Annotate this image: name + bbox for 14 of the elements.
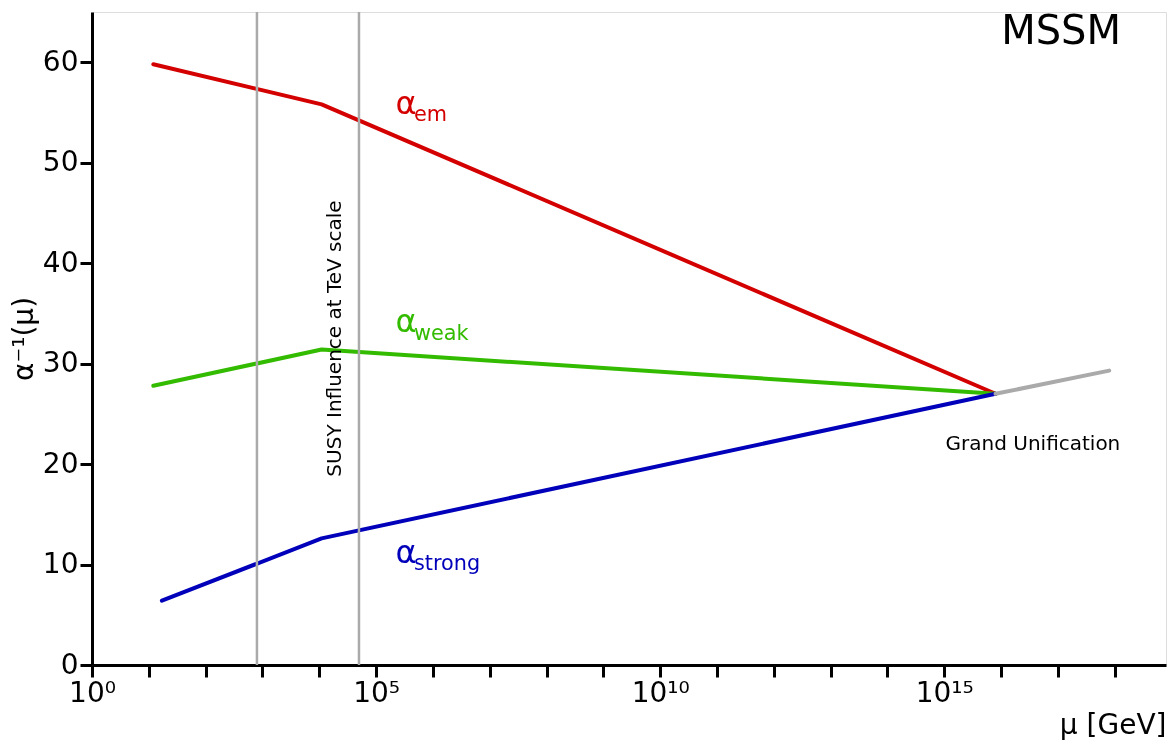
y-axis-title: α⁻¹(μ) bbox=[6, 296, 40, 382]
y-tick-label: 40 bbox=[42, 245, 79, 279]
y-tick-label: 20 bbox=[42, 446, 79, 480]
y-tick-label: 60 bbox=[42, 44, 79, 78]
annotation: Grand Unification bbox=[945, 430, 1121, 455]
y-tick-label: 30 bbox=[42, 346, 79, 380]
annotation: MSSM bbox=[1001, 7, 1121, 53]
y-tick-label: 50 bbox=[42, 145, 79, 179]
ref-line-label: SUSY Influence at TeV scale bbox=[321, 200, 346, 477]
x-tick-label: 10¹⁵ bbox=[915, 675, 974, 709]
y-tick-label: 10 bbox=[42, 547, 79, 581]
x-tick-label: 10¹⁰ bbox=[631, 675, 690, 709]
x-tick-label: 10⁵ bbox=[353, 675, 401, 709]
x-axis-title: μ [GeV] bbox=[1059, 707, 1167, 741]
